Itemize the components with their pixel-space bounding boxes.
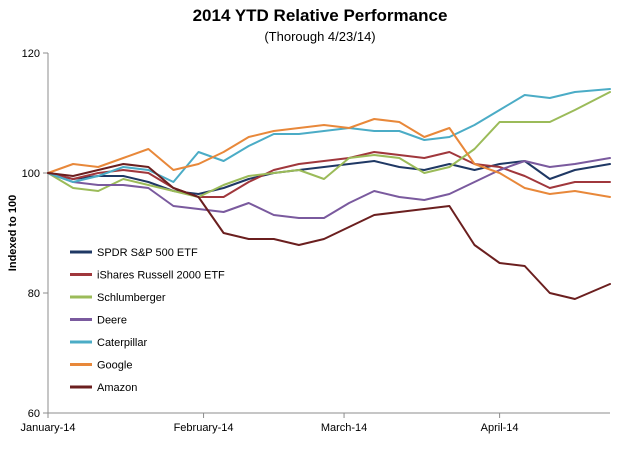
legend-label: SPDR S&P 500 ETF <box>97 247 198 259</box>
series-line-7 <box>47 163 611 300</box>
x-tick-label: January-14 <box>20 422 75 434</box>
y-tick-label: 80 <box>28 288 40 300</box>
series-line-2 <box>47 151 611 198</box>
series-line-1 <box>47 160 611 195</box>
legend-label: Amazon <box>97 382 137 394</box>
y-tick-label: 120 <box>22 48 40 60</box>
chart-subtitle: (Thorough 4/23/14) <box>264 29 376 44</box>
series-line-6 <box>47 118 611 198</box>
y-axis-title: Indexed to 100 <box>7 195 19 271</box>
y-tick-label: 100 <box>22 168 40 180</box>
legend-label: Caterpillar <box>97 337 147 349</box>
legend-label: Deere <box>97 315 127 327</box>
x-tick-label: April-14 <box>481 422 519 434</box>
x-tick-label: February-14 <box>174 422 234 434</box>
series-line-4 <box>47 157 611 219</box>
series-line-3 <box>47 91 611 198</box>
y-tick-label: 60 <box>28 408 40 420</box>
legend-label: Schlumberger <box>97 292 166 304</box>
series-line-5 <box>47 88 611 183</box>
legend-label: Google <box>97 360 132 372</box>
x-tick-label: March-14 <box>321 422 367 434</box>
chart-title: 2014 YTD Relative Performance <box>192 6 448 25</box>
legend-label: iShares Russell 2000 ETF <box>97 270 225 282</box>
